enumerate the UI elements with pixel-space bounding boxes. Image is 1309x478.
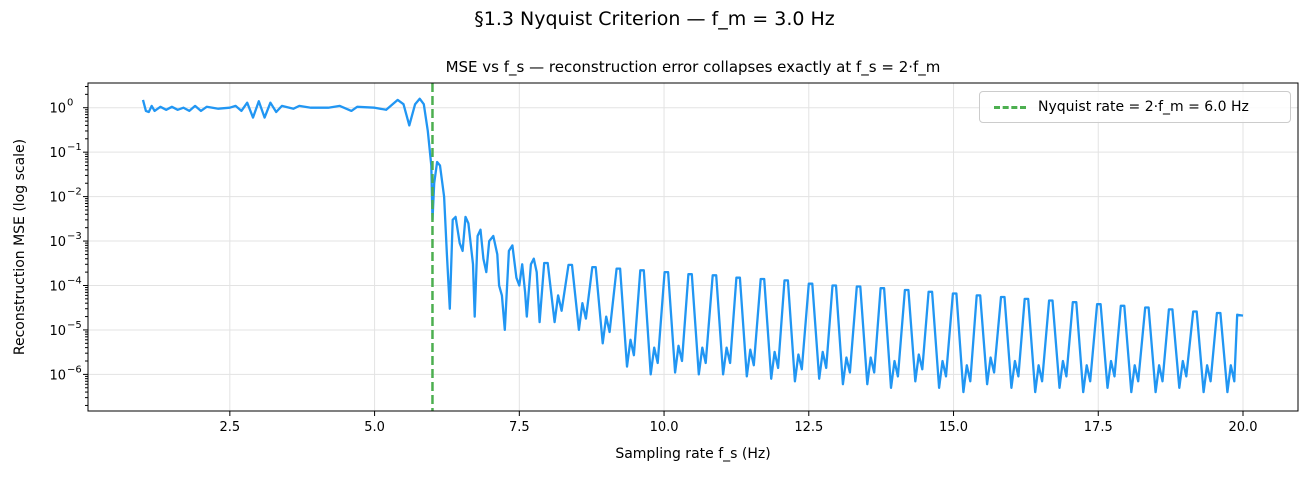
y-tick-label: 10 — [49, 368, 66, 383]
y-tick-exponent: −3 — [67, 231, 82, 242]
y-tick-label: 10 — [49, 235, 66, 250]
y-tick-exponent: −4 — [67, 275, 82, 286]
legend-dashed-line-swatch — [994, 105, 1026, 109]
chart-title: MSE vs f_s — reconstruction error collap… — [445, 58, 941, 76]
x-tick-label: 15.0 — [939, 420, 968, 435]
y-tick-label: 10 — [49, 191, 66, 206]
axes-frame — [87, 82, 1299, 412]
x-tick-label: 20.0 — [1229, 420, 1258, 435]
y-tick-label: 10 — [49, 146, 66, 161]
legend-label: Nyquist rate = 2·f_m = 6.0 Hz — [1038, 99, 1249, 115]
x-tick-label: 7.5 — [509, 420, 530, 435]
y-tick-label: 10 — [49, 102, 66, 117]
x-tick-label: 10.0 — [650, 420, 679, 435]
x-tick-label: 2.5 — [219, 420, 240, 435]
y-tick-label: 10 — [49, 279, 66, 294]
y-axis-label: Reconstruction MSE (log scale) — [12, 138, 28, 356]
y-tick-exponent: −2 — [67, 187, 82, 198]
x-axis-label: Sampling rate f_s (Hz) — [615, 446, 771, 462]
x-tick-label: 5.0 — [364, 420, 385, 435]
x-tick-label: 17.5 — [1084, 420, 1113, 435]
mse-series-line — [141, 97, 1244, 394]
y-tick-exponent: 0 — [67, 98, 73, 109]
y-tick-exponent: −1 — [67, 142, 82, 153]
y-tick-exponent: −5 — [67, 320, 82, 331]
figure-title: §1.3 Nyquist Criterion — f_m = 3.0 Hz — [474, 8, 835, 30]
y-tick-exponent: −6 — [67, 364, 82, 375]
x-tick-label: 12.5 — [794, 420, 823, 435]
legend: Nyquist rate = 2·f_m = 6.0 Hz — [979, 91, 1291, 123]
y-tick-label: 10 — [49, 324, 66, 339]
